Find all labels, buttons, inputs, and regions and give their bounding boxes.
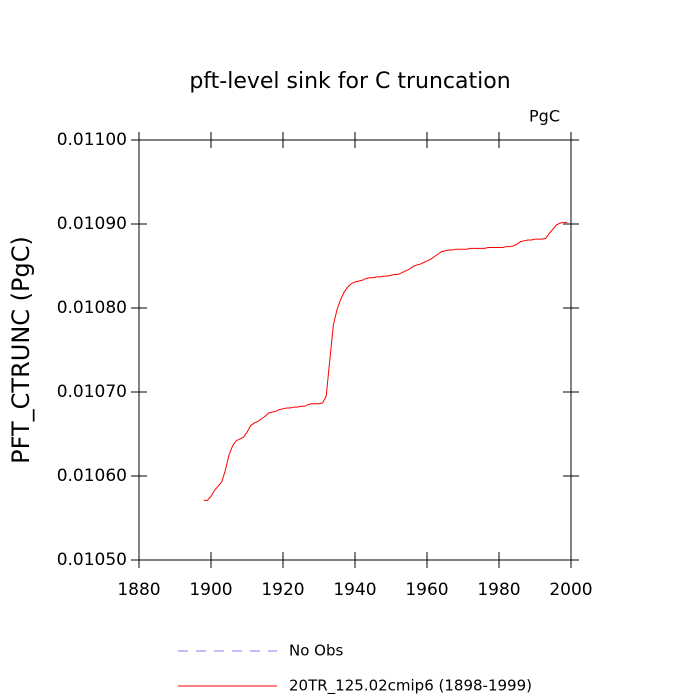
y-tick-label: 0.01060 <box>57 466 127 486</box>
y-axis-label: PFT_CTRUNC (PgC) <box>7 236 35 464</box>
legend-label: No Obs <box>289 642 343 660</box>
y-tick-label: 0.01080 <box>57 298 127 318</box>
x-tick-label: 1960 <box>405 580 448 600</box>
x-tick-label: 1880 <box>117 580 160 600</box>
x-tick-label: 1920 <box>261 580 304 600</box>
x-tick-label: 1980 <box>477 580 520 600</box>
y-tick-label: 0.01070 <box>57 382 127 402</box>
y-tick-label: 0.01050 <box>57 550 127 570</box>
data-line <box>203 221 568 501</box>
units-label: PgC <box>529 107 560 126</box>
legend-label: 20TR_125.02cmip6 (1898-1999) <box>289 677 532 696</box>
y-tick-label: 0.01090 <box>57 214 127 234</box>
x-tick-label: 2000 <box>549 580 592 600</box>
chart-title: pft-level sink for C truncation <box>189 69 510 94</box>
x-tick-label: 1900 <box>189 580 232 600</box>
plot-frame <box>138 139 572 561</box>
x-tick-label: 1940 <box>333 580 376 600</box>
y-tick-label: 0.01100 <box>57 130 127 150</box>
